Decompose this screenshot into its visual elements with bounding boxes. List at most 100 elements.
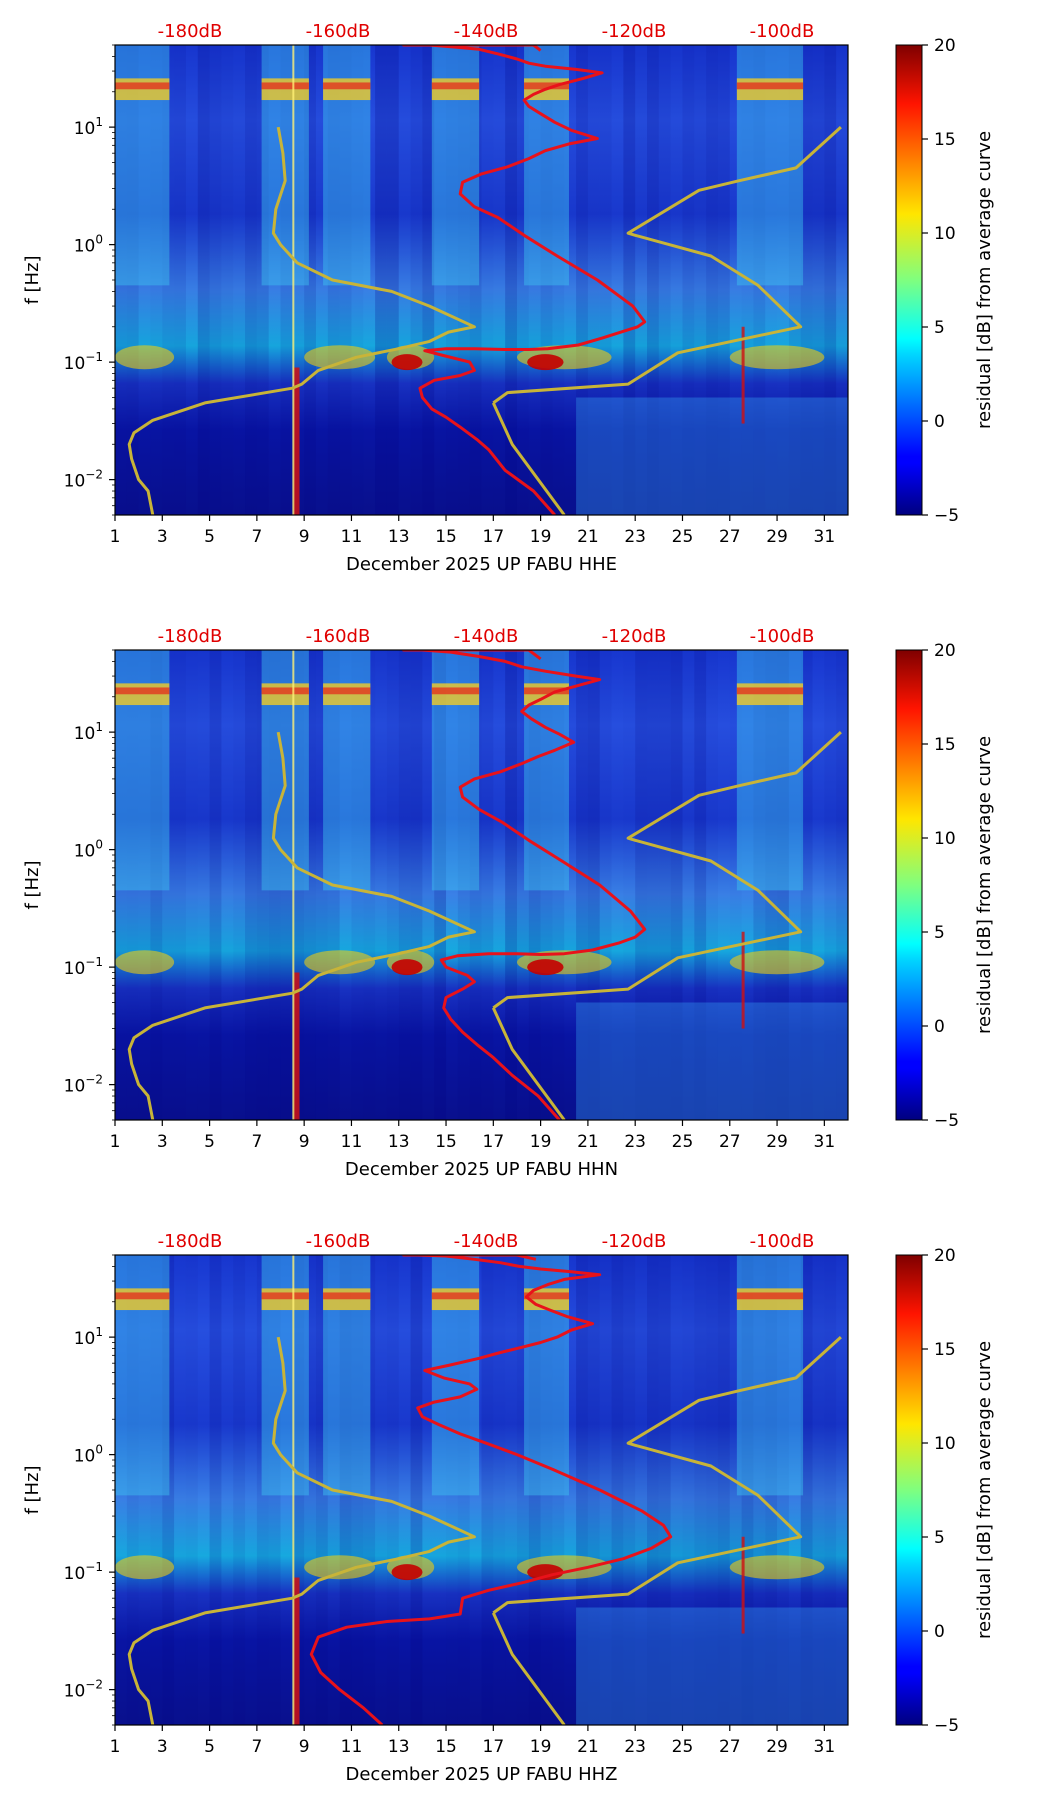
x-tick-label: 27 [719, 527, 741, 547]
texture-column [765, 45, 778, 515]
texture-column [457, 1255, 470, 1725]
texture-column [197, 650, 210, 1120]
texture-column [564, 650, 577, 1120]
texture-column [836, 650, 848, 1120]
colorbar-tick-label: −5 [934, 1111, 959, 1131]
event-spike [741, 931, 745, 1029]
texture-column [694, 45, 707, 515]
colorbar-tick-label: 20 [934, 1246, 956, 1266]
texture-column [505, 650, 517, 1120]
noise-burst-peak [524, 687, 569, 695]
x-tick-label: 19 [530, 1132, 552, 1152]
texture-column [753, 1255, 766, 1725]
texture-column [777, 1255, 789, 1725]
x-tick-label: 17 [483, 1737, 505, 1757]
x-tick-label: 11 [341, 527, 363, 547]
texture-column [268, 45, 281, 515]
texture-column [516, 45, 529, 515]
y-tick-label: 101 [74, 1325, 103, 1349]
texture-column [788, 650, 801, 1120]
olive-noise-model-curve [492, 1335, 842, 1615]
texture-column [706, 650, 718, 1120]
texture-column [398, 1255, 411, 1725]
x-tick-label: 27 [719, 1132, 741, 1152]
colorbar-tick-label: 5 [934, 923, 945, 943]
spectrogram-image [115, 650, 848, 1120]
x-tick-label: 7 [251, 527, 262, 547]
texture-column [670, 45, 683, 515]
texture-column [469, 45, 482, 515]
texture-column [469, 1255, 482, 1725]
texture-column [351, 1255, 364, 1725]
texture-column [268, 650, 281, 1120]
texture-column [292, 650, 305, 1120]
texture-column [599, 650, 612, 1120]
x-tick-label: 29 [766, 1737, 788, 1757]
texture-column [777, 650, 789, 1120]
texture-column [824, 45, 837, 515]
texture-column [126, 650, 139, 1120]
y-tick-label: 10−2 [64, 1073, 103, 1097]
noise-burst-peak [323, 687, 371, 695]
texture-column [221, 45, 234, 515]
lowfreq-region [576, 397, 848, 515]
texture-column [481, 45, 494, 515]
y-tick-label: 10−2 [64, 468, 103, 492]
texture-column [185, 1255, 198, 1725]
noise-burst-peak [524, 1292, 569, 1300]
texture-column [185, 45, 198, 515]
texture-column [209, 45, 222, 515]
microseism-peak [391, 354, 423, 371]
colorbar-tick-label: 5 [934, 318, 945, 338]
texture-column [398, 45, 411, 515]
texture-column [126, 45, 139, 515]
x-tick-label: 15 [435, 1737, 457, 1757]
texture-column [481, 1255, 494, 1725]
texture-column [587, 1255, 600, 1725]
texture-column [753, 650, 766, 1120]
y-tick-label: 101 [74, 720, 103, 744]
lowfreq-region [576, 1607, 848, 1725]
texture-column [564, 1255, 577, 1725]
texture-column [540, 650, 553, 1120]
texture-column [481, 650, 494, 1120]
texture-column [777, 45, 789, 515]
texture-column [658, 650, 671, 1120]
x-tick-label: 1 [110, 527, 121, 547]
microseism-patch [304, 345, 376, 370]
colorbar-tick-label: −5 [934, 506, 959, 526]
x-tick-label: 11 [341, 1132, 363, 1152]
texture-column [422, 45, 435, 515]
db-scale-label: -120dB [602, 626, 667, 647]
texture-column [268, 1255, 281, 1725]
texture-column [315, 1255, 328, 1725]
red-average-psd-curve [402, 45, 647, 515]
x-tick-label: 25 [672, 527, 694, 547]
x-tick-label: 23 [624, 527, 646, 547]
texture-column [682, 650, 695, 1120]
texture-column [658, 1255, 671, 1725]
texture-column [280, 1255, 293, 1725]
microseism-peak [527, 959, 564, 976]
noise-burst-peak [431, 1292, 480, 1300]
x-tick-label: 15 [435, 1132, 457, 1152]
texture-column [115, 1255, 127, 1725]
db-scale-label: -100dB [750, 626, 815, 647]
olive-noise-model-curve [491, 1612, 566, 1725]
y-tick-label: 100 [74, 233, 103, 257]
texture-column [256, 650, 269, 1120]
olive-noise-model-curve [127, 1336, 476, 1725]
noise-burst-peak [115, 82, 170, 90]
texture-column [576, 45, 588, 515]
colorbar-tick-label: 0 [934, 1622, 945, 1642]
db-scale-label: -100dB [750, 1231, 815, 1252]
texture-column [576, 650, 588, 1120]
x-tick-label: 5 [204, 1132, 215, 1152]
spectrogram-background [115, 650, 848, 1120]
texture-column [233, 1255, 246, 1725]
texture-column [765, 650, 778, 1120]
microseism-peak [391, 1564, 423, 1581]
x-tick-label: 1 [110, 1737, 121, 1757]
texture-column [351, 650, 364, 1120]
